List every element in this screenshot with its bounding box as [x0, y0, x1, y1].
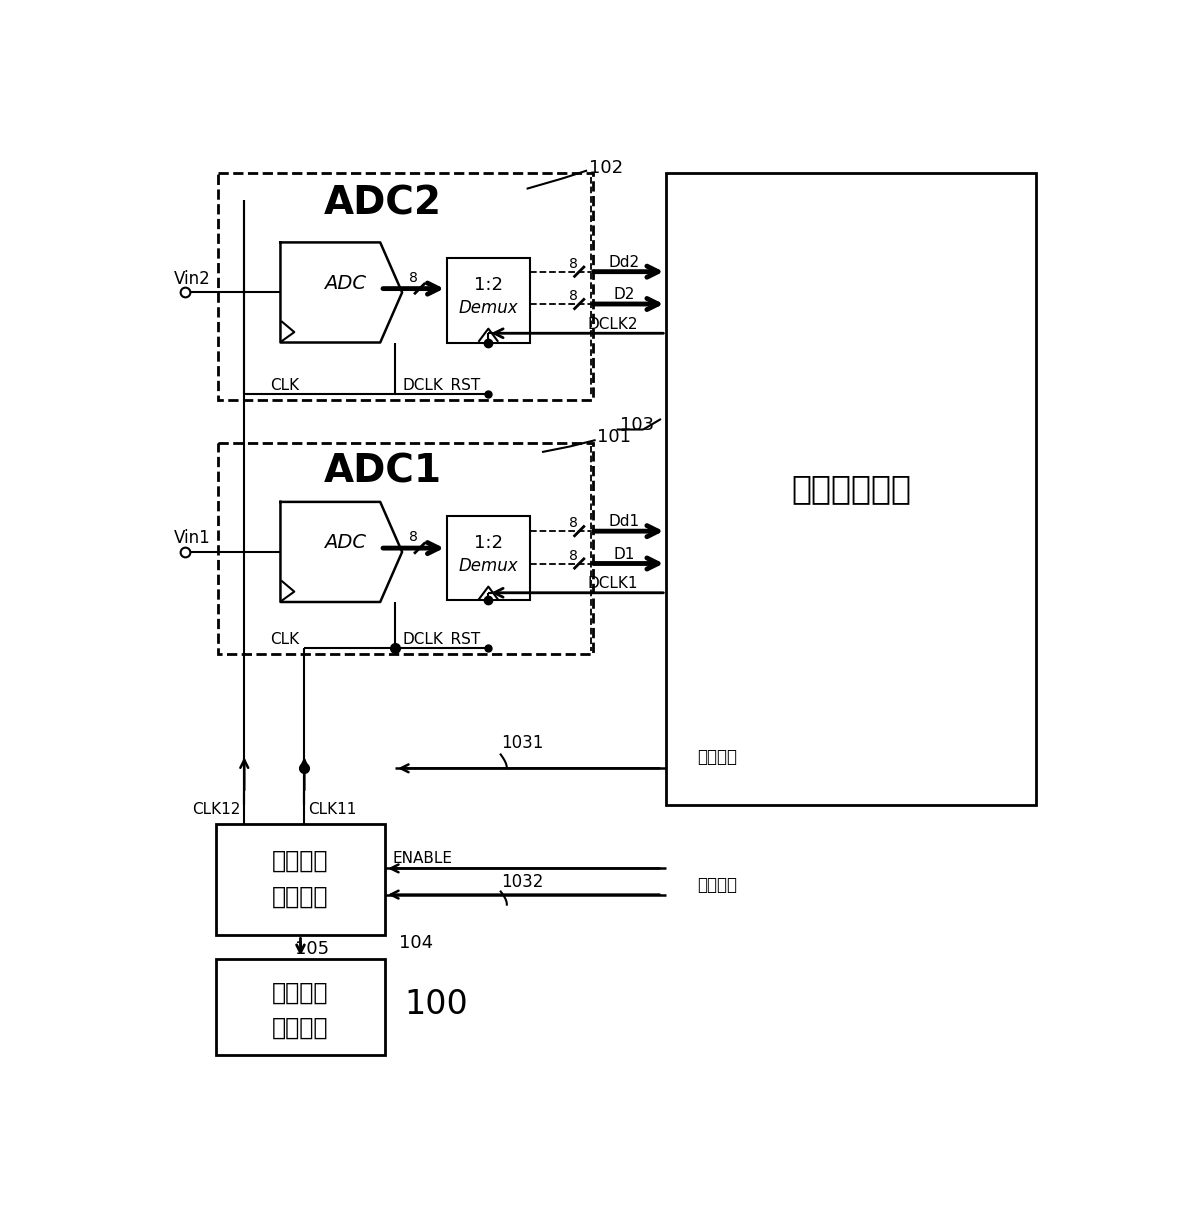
Bar	[218, 442, 593, 654]
Text: ADC1: ADC1	[323, 453, 441, 491]
Text: 1:2: 1:2	[474, 275, 503, 294]
Text: CLK11: CLK11	[308, 803, 356, 817]
Text: 缓冲模块: 缓冲模块	[272, 885, 329, 909]
Text: Dd2: Dd2	[608, 255, 639, 270]
Text: DCLK_RST: DCLK_RST	[403, 632, 481, 648]
Text: 8: 8	[569, 516, 578, 531]
Text: 8: 8	[569, 549, 578, 563]
Text: 101: 101	[597, 429, 631, 446]
Text: 1031: 1031	[501, 734, 544, 752]
Text: Demux: Demux	[459, 557, 518, 575]
Text: 100: 100	[404, 988, 468, 1021]
Text: Dd1: Dd1	[608, 514, 639, 530]
Text: CLK: CLK	[270, 632, 299, 647]
Bar	[447, 515, 529, 600]
Text: 采样时钟: 采样时钟	[272, 982, 329, 1005]
Text: CLK: CLK	[270, 378, 299, 393]
Text: ADC: ADC	[324, 274, 367, 292]
Text: 控制处理模块: 控制处理模块	[791, 473, 911, 505]
Text: CLK12: CLK12	[192, 803, 241, 817]
Text: 产生模块: 产生模块	[272, 1016, 329, 1040]
Text: 105: 105	[295, 940, 329, 959]
Text: ADC2: ADC2	[323, 185, 441, 223]
Text: D2: D2	[613, 287, 634, 302]
Text: 8: 8	[409, 530, 417, 544]
Text: 8: 8	[409, 270, 417, 285]
Text: D1: D1	[613, 547, 634, 561]
Bar	[216, 823, 386, 935]
Text: 复位脉冲: 复位脉冲	[697, 748, 737, 766]
Text: 时钟使能: 时钟使能	[697, 877, 737, 894]
Bar	[666, 173, 1036, 805]
Bar	[216, 959, 386, 1055]
Text: ENABLE: ENABLE	[393, 851, 453, 866]
Text: 时钟扇出: 时钟扇出	[272, 849, 329, 873]
Bar	[218, 173, 593, 401]
Text: Vin2: Vin2	[173, 269, 210, 287]
Text: 102: 102	[590, 158, 624, 177]
Text: 1032: 1032	[501, 872, 544, 890]
Text: DCLK2: DCLK2	[587, 317, 638, 331]
Text: ADC: ADC	[324, 533, 367, 552]
Text: DCLK1: DCLK1	[587, 576, 638, 591]
Text: 104: 104	[399, 934, 433, 952]
Text: Vin1: Vin1	[173, 529, 210, 547]
Text: 103: 103	[620, 415, 654, 434]
Text: Demux: Demux	[459, 298, 518, 317]
Text: 8: 8	[569, 257, 578, 270]
Bar	[447, 258, 529, 342]
Text: 1:2: 1:2	[474, 533, 503, 552]
Text: DCLK_RST: DCLK_RST	[403, 378, 481, 393]
Text: 8: 8	[569, 290, 578, 303]
